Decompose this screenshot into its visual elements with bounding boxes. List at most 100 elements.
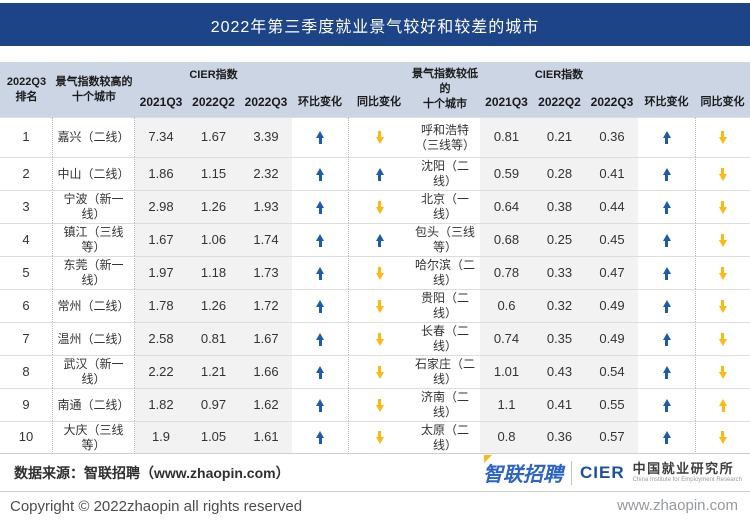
- header-2021q3-right: 2021Q3: [480, 88, 533, 117]
- arrow-up-icon: [375, 167, 384, 181]
- arrow-down-icon: [375, 332, 384, 346]
- header-yoy-right: 同比变化: [695, 62, 750, 117]
- arrow-up-icon: [662, 131, 671, 144]
- logo-divider: [570, 460, 572, 485]
- cier-value-cell: 0.41: [533, 388, 586, 421]
- yoy-cell: [348, 322, 410, 355]
- cier-value-cell: 1.9: [135, 421, 187, 454]
- cier-value-cell: 1.66: [240, 355, 292, 388]
- arrow-up-icon: [316, 332, 324, 346]
- cier-value-cell: 0.68: [480, 223, 533, 256]
- cier-value-cell: 1.74: [240, 223, 292, 256]
- qoq-cell: [638, 421, 695, 454]
- cier-value-cell: 0.97: [187, 388, 240, 421]
- cier-value-cell: 2.32: [240, 157, 292, 190]
- arrow-down-icon: [375, 398, 384, 412]
- cier-value-cell: 1.78: [135, 289, 187, 322]
- high-city-cell: 常州（二线）: [53, 289, 135, 322]
- cier-value-cell: 0.6: [480, 289, 533, 322]
- cier-value-cell: 0.78: [480, 256, 533, 289]
- header-high-cities: 景气指数较高的 十个城市: [53, 62, 135, 117]
- cier-value-cell: 0.81: [480, 117, 533, 157]
- cier-value-cell: 2.58: [135, 322, 187, 355]
- arrow-down-icon: [375, 365, 384, 379]
- zhaopin-url: www.zhaopin.com: [617, 497, 738, 514]
- yoy-cell: [348, 190, 410, 223]
- cier-value-cell: 0.25: [533, 223, 586, 256]
- low-city-cell: 北京（一线）: [410, 190, 480, 223]
- footer-logos: 智联招聘 CIER 中国就业研究所 China Institute for Em…: [483, 455, 742, 487]
- qoq-cell: [638, 117, 695, 157]
- header-2021q3-left: 2021Q3: [135, 88, 187, 117]
- cier-value-cell: 1.73: [240, 256, 292, 289]
- cier-value-cell: 0.47: [586, 256, 638, 289]
- cier-value-cell: 1.67: [240, 322, 292, 355]
- high-city-cell: 南通（二线）: [53, 388, 135, 421]
- rank-cell: 3: [0, 190, 53, 223]
- cier-institute-name: 中国就业研究所 China Institute for Employment R…: [632, 460, 742, 484]
- cier-value-cell: 0.36: [533, 421, 586, 454]
- cier-value-cell: 0.21: [533, 117, 586, 157]
- arrow-up-icon: [316, 167, 324, 181]
- low-city-cell: 呼和浩特（三线等）: [410, 117, 480, 157]
- arrow-down-icon: [719, 167, 727, 181]
- arrow-up-icon: [662, 266, 671, 280]
- high-city-cell: 宁波（新一线）: [53, 190, 135, 223]
- high-city-cell: 大庆（三线等）: [53, 421, 135, 454]
- arrow-up-icon: [316, 365, 324, 379]
- low-city-cell: 包头（三线等）: [410, 223, 480, 256]
- cier-value-cell: 1.67: [135, 223, 187, 256]
- qoq-cell: [638, 388, 695, 421]
- rank-cell: 2: [0, 157, 53, 190]
- yoy-cell: [348, 157, 410, 190]
- high-city-cell: 镇江（三线等）: [53, 223, 135, 256]
- arrow-down-icon: [719, 131, 727, 144]
- rank-cell: 5: [0, 256, 53, 289]
- arrow-down-icon: [719, 365, 727, 379]
- cier-value-cell: 3.39: [240, 117, 292, 157]
- arrow-up-icon: [316, 200, 324, 214]
- yoy-cell: [695, 355, 750, 388]
- arrow-down-icon: [375, 131, 384, 144]
- arrow-up-icon: [719, 398, 727, 412]
- qoq-cell: [292, 388, 348, 421]
- qoq-cell: [638, 157, 695, 190]
- low-city-cell: 长春（二线）: [410, 322, 480, 355]
- arrow-up-icon: [662, 233, 671, 247]
- cier-value-cell: 7.34: [135, 117, 187, 157]
- yoy-cell: [348, 421, 410, 454]
- qoq-cell: [292, 223, 348, 256]
- cier-value-cell: 0.64: [480, 190, 533, 223]
- cier-value-cell: 0.41: [586, 157, 638, 190]
- yoy-cell: [695, 117, 750, 157]
- yoy-cell: [695, 289, 750, 322]
- header-low-cities: 景气指数较低的 十个城市: [410, 62, 480, 117]
- cier-value-cell: 0.8: [480, 421, 533, 454]
- high-city-cell: 温州（二线）: [53, 322, 135, 355]
- cier-value-cell: 0.36: [586, 117, 638, 157]
- copyright-text: Copyright © 2022zhaopin all rights reser…: [10, 498, 303, 515]
- qoq-cell: [638, 322, 695, 355]
- qoq-cell: [292, 421, 348, 454]
- cier-value-cell: 0.38: [533, 190, 586, 223]
- header-cier-left: CIER指数: [135, 62, 292, 88]
- arrow-up-icon: [662, 398, 671, 412]
- high-city-cell: 武汉（新一线）: [53, 355, 135, 388]
- low-city-cell: 济南（二线）: [410, 388, 480, 421]
- cier-name-cn: 中国就业研究所: [632, 460, 735, 476]
- rank-cell: 9: [0, 388, 53, 421]
- header-qoq-left: 环比变化: [292, 62, 348, 117]
- page-title: 2022年第三季度就业景气较好和较差的城市: [210, 18, 540, 36]
- arrow-up-icon: [375, 233, 384, 247]
- qoq-cell: [638, 223, 695, 256]
- cier-value-cell: 1.06: [187, 223, 240, 256]
- arrow-up-icon: [662, 167, 671, 181]
- header-qoq-right: 环比变化: [638, 62, 695, 117]
- cier-value-cell: 1.86: [135, 157, 187, 190]
- cier-value-cell: 1.67: [187, 117, 240, 157]
- cier-value-cell: 0.54: [586, 355, 638, 388]
- cier-value-cell: 0.49: [586, 289, 638, 322]
- low-city-cell: 哈尔滨（二线）: [410, 256, 480, 289]
- cier-value-cell: 0.57: [586, 421, 638, 454]
